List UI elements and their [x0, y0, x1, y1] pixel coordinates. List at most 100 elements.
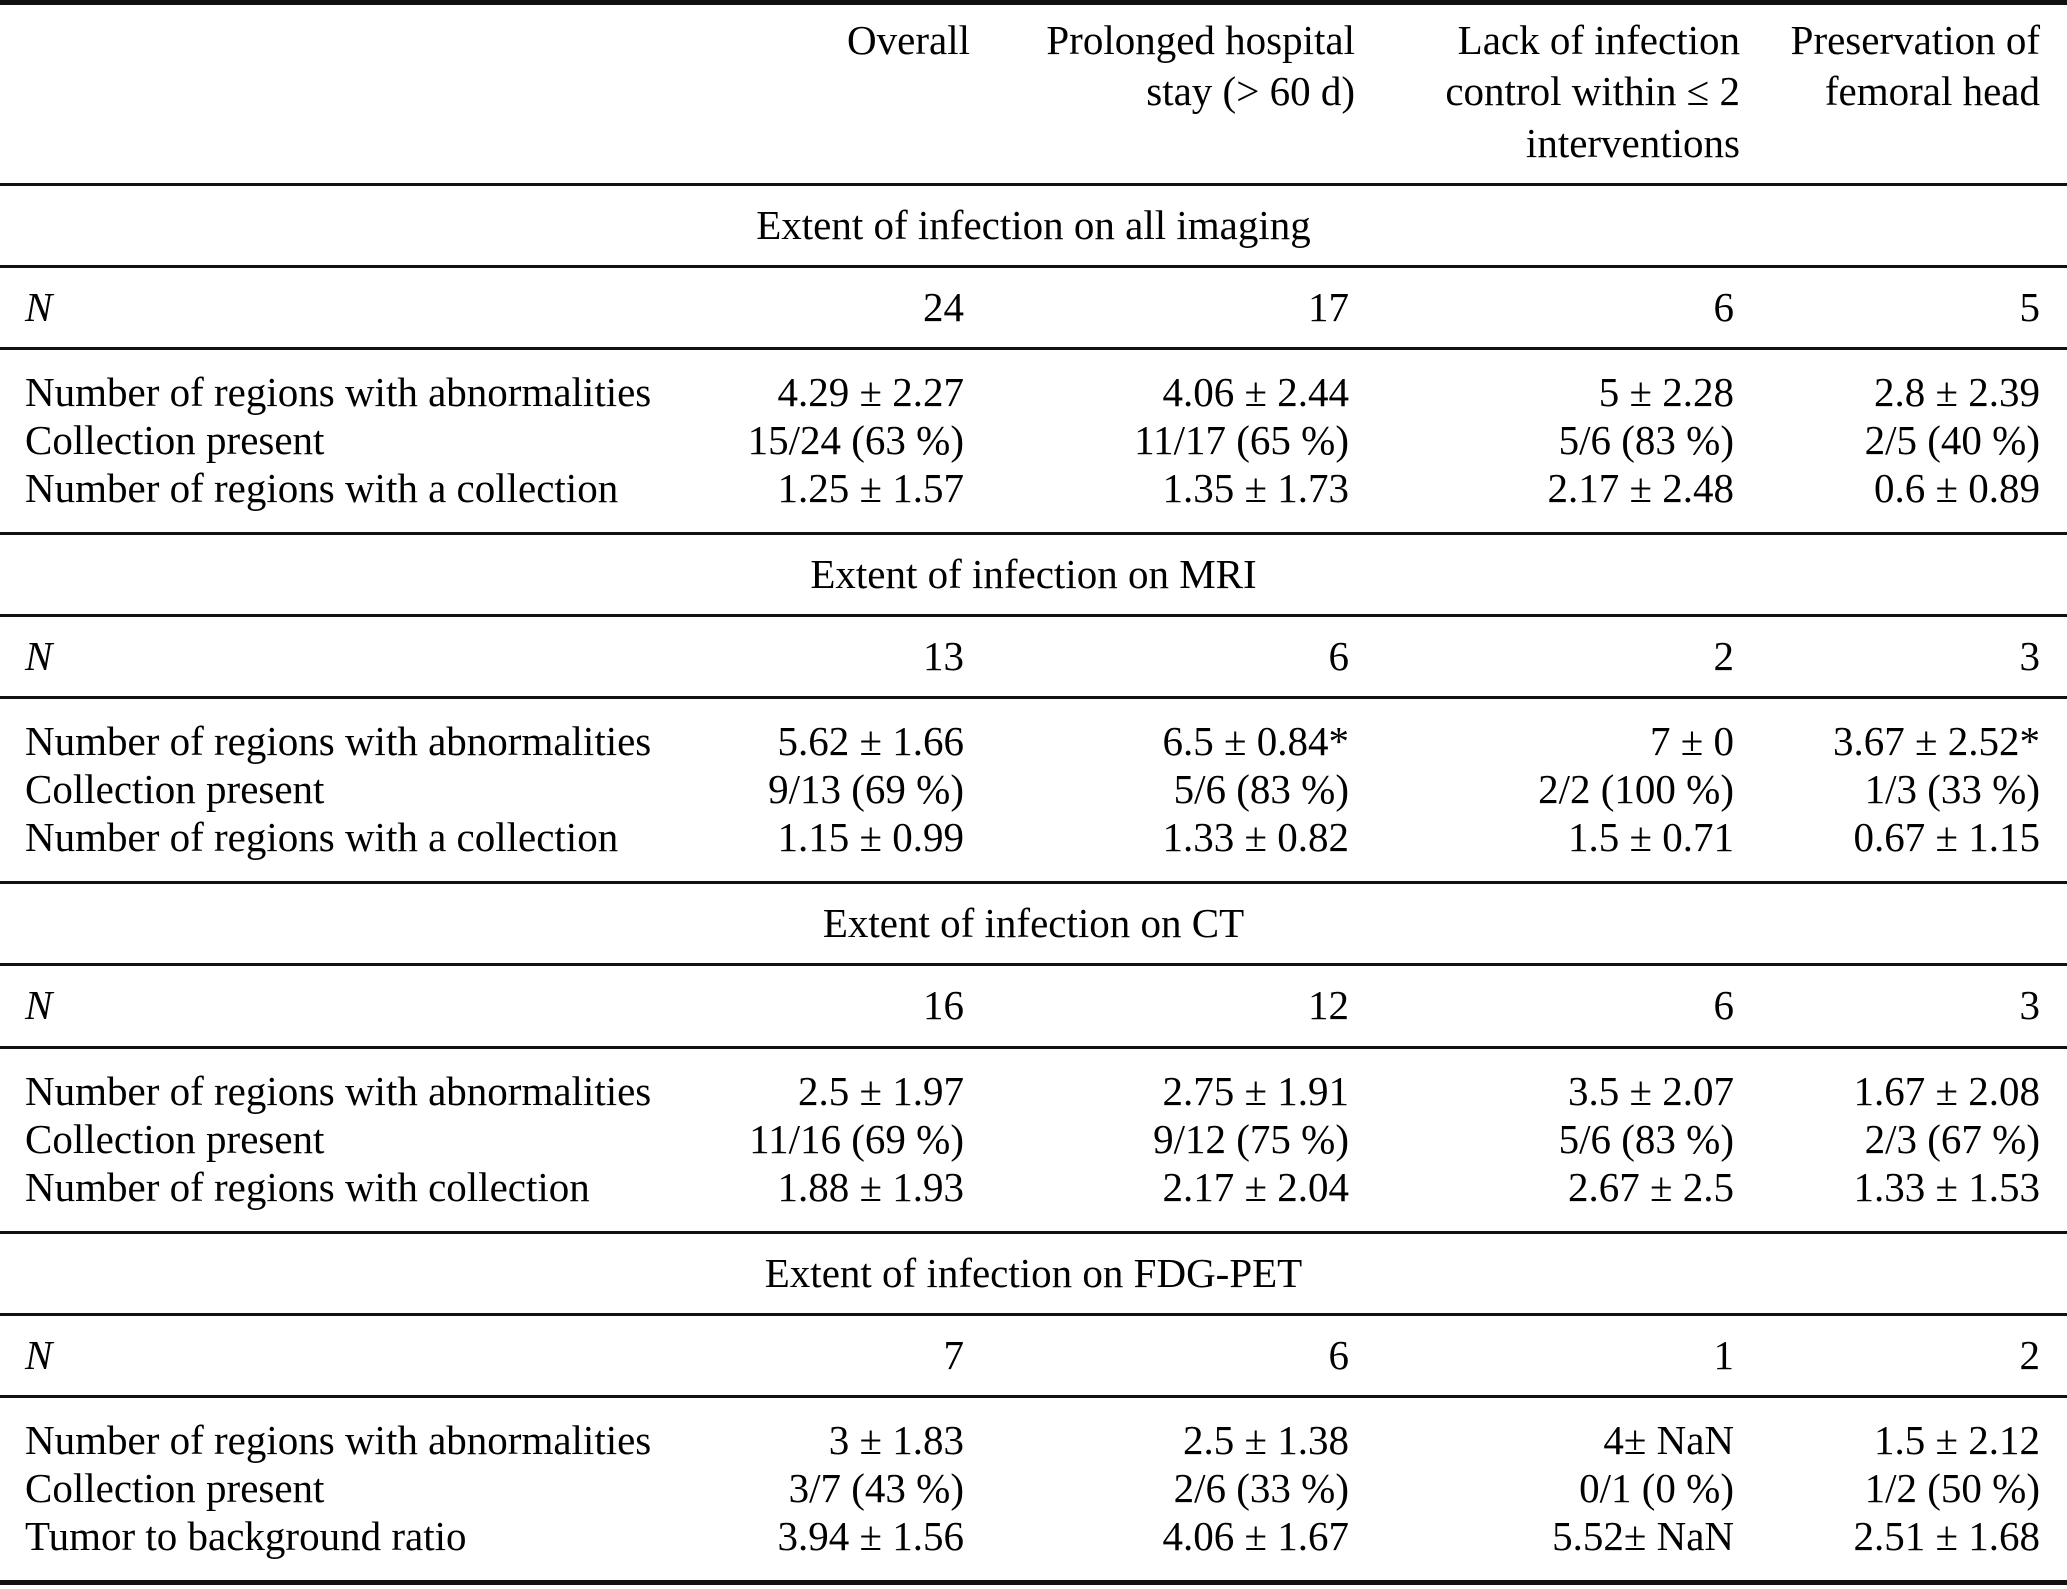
cell-value: 6	[1328, 633, 1350, 680]
cell-value: 5/6 (83 %)	[1558, 417, 1734, 464]
cell-value: 7	[943, 1331, 965, 1378]
cell-value: 16	[923, 982, 964, 1029]
table-header: Overall Prolonged hospital stay (> 60 d)…	[0, 3, 2067, 185]
cell-value: 1.5 ± 2.12	[1873, 1416, 2040, 1463]
cell-value: 4.06 ± 2.44	[1162, 369, 1349, 416]
column-header-prolonged-stay: Prolonged hospital stay (> 60 d)	[1046, 17, 1355, 115]
section-title: Extent of infection on CT	[822, 900, 1245, 947]
cell-value: 6	[1713, 982, 1735, 1029]
table-row: Number of regions with a collection 1.25…	[0, 464, 2067, 534]
cell-value: 3	[2019, 633, 2041, 680]
table-row: Number of regions with abnormalities 5.6…	[0, 698, 2067, 766]
cell-value: 9/12 (75 %)	[1153, 1115, 1349, 1162]
column-header-overall: Overall	[847, 17, 970, 63]
cell-value: 17	[1308, 283, 1349, 330]
cell-value: 0.67 ± 1.15	[1853, 814, 2040, 861]
row-label: Number of regions with collection	[25, 1163, 590, 1210]
cell-value: 2.5 ± 1.38	[1182, 1416, 1349, 1463]
table-row: Collection present 3/7 (43 %) 2/6 (33 %)…	[0, 1464, 2067, 1512]
row-label: Number of regions with abnormalities	[25, 718, 652, 765]
cell-value: 2.75 ± 1.91	[1162, 1067, 1349, 1114]
column-header-femoral-head: Preservation of femoral head	[1790, 17, 2040, 115]
row-label-n: N	[25, 633, 53, 680]
row-label: Collection present	[25, 417, 325, 464]
cell-value: 3	[2019, 982, 2041, 1029]
table-row: Tumor to background ratio 3.94 ± 1.56 4.…	[0, 1512, 2067, 1583]
cell-value: 24	[923, 283, 964, 330]
cell-value: 1.33 ± 1.53	[1853, 1163, 2040, 1210]
cell-value: 5 ± 2.28	[1598, 369, 1734, 416]
cell-value: 5/6 (83 %)	[1558, 1115, 1734, 1162]
section-title: Extent of infection on MRI	[810, 551, 1257, 598]
row-label: Collection present	[25, 1464, 325, 1511]
row-label: Number of regions with a collection	[25, 814, 619, 861]
section-mri: Extent of infection on MRI N 13 6 2 3 Nu…	[0, 533, 2067, 883]
table-row: Number of regions with abnormalities 4.2…	[0, 349, 2067, 417]
cell-value: 2	[1713, 633, 1735, 680]
cell-value: 13	[923, 633, 964, 680]
section-fdg-pet: Extent of infection on FDG-PET N 7 6 1 2…	[0, 1232, 2067, 1582]
cell-value: 3.94 ± 1.56	[777, 1512, 964, 1559]
row-label: Number of regions with a collection	[25, 465, 619, 512]
n-row: N 7 6 1 2	[0, 1314, 2067, 1397]
cell-value: 5/6 (83 %)	[1173, 766, 1349, 813]
cell-value: 11/17 (65 %)	[1134, 417, 1349, 464]
section-title: Extent of infection on all imaging	[756, 201, 1311, 248]
column-header-empty	[0, 3, 710, 185]
cell-value: 2	[2019, 1331, 2041, 1378]
cell-value: 0.6 ± 0.89	[1873, 465, 2040, 512]
cell-value: 2.17 ± 2.48	[1547, 465, 1734, 512]
cell-value: 2.5 ± 1.97	[797, 1067, 964, 1114]
section-title-ct: Extent of infection on CT	[0, 882, 2067, 965]
cell-value: 1.25 ± 1.57	[777, 465, 964, 512]
cell-value: 2/5 (40 %)	[1864, 417, 2040, 464]
cell-value: 6	[1713, 283, 1735, 330]
section-title: Extent of infection on FDG-PET	[764, 1249, 1303, 1296]
cell-value: 1.88 ± 1.93	[777, 1163, 964, 1210]
row-label: Collection present	[25, 1115, 325, 1162]
row-label: Number of regions with abnormalities	[25, 369, 652, 416]
cell-value: 12	[1308, 982, 1349, 1029]
cell-value: 1/3 (33 %)	[1864, 766, 2040, 813]
cell-value: 3.67 ± 2.52*	[1832, 718, 2040, 765]
cell-value: 1.35 ± 1.73	[1162, 465, 1349, 512]
cell-value: 2.67 ± 2.5	[1567, 1163, 1734, 1210]
cell-value: 1.67 ± 2.08	[1853, 1067, 2040, 1114]
cell-value: 5	[2019, 283, 2041, 330]
cell-value: 15/24 (63 %)	[747, 417, 964, 464]
header-row: Overall Prolonged hospital stay (> 60 d)…	[0, 3, 2067, 185]
cell-value: 1/2 (50 %)	[1864, 1464, 2040, 1511]
cell-value: 3 ± 1.83	[828, 1416, 964, 1463]
row-label-n: N	[25, 283, 53, 330]
cell-value: 4.29 ± 2.27	[777, 369, 964, 416]
cell-value: 4± NaN	[1603, 1416, 1734, 1463]
table-row: Collection present 15/24 (63 %) 11/17 (6…	[0, 416, 2067, 464]
section-title-fdg-pet: Extent of infection on FDG-PET	[0, 1232, 2067, 1315]
cell-value: 6.5 ± 0.84*	[1162, 718, 1349, 765]
table-row: Collection present 9/13 (69 %) 5/6 (83 %…	[0, 765, 2067, 813]
cell-value: 11/16 (69 %)	[749, 1115, 964, 1162]
table-row: Number of regions with a collection 1.15…	[0, 813, 2067, 883]
cell-value: 4.06 ± 1.67	[1162, 1512, 1349, 1559]
cell-value: 7 ± 0	[1649, 718, 1734, 765]
cell-value: 1.33 ± 0.82	[1162, 814, 1349, 861]
row-label-n: N	[25, 982, 53, 1029]
row-label-n: N	[25, 1331, 53, 1378]
row-label: Collection present	[25, 766, 325, 813]
cell-value: 3.5 ± 2.07	[1567, 1067, 1734, 1114]
column-header-infection-control: Lack of infection control within ≤ 2 int…	[1445, 17, 1740, 166]
cell-value: 3/7 (43 %)	[788, 1464, 964, 1511]
row-label: Tumor to background ratio	[25, 1512, 467, 1559]
cell-value: 1	[1713, 1331, 1735, 1378]
table-row: Number of regions with abnormalities 3 ±…	[0, 1396, 2067, 1464]
section-title-all-imaging: Extent of infection on all imaging	[0, 184, 2067, 267]
n-row: N 16 12 6 3	[0, 965, 2067, 1048]
section-ct: Extent of infection on CT N 16 12 6 3 Nu…	[0, 882, 2067, 1232]
cell-value: 2.8 ± 2.39	[1873, 369, 2040, 416]
cell-value: 1.15 ± 0.99	[777, 814, 964, 861]
table-row: Collection present 11/16 (69 %) 9/12 (75…	[0, 1115, 2067, 1163]
section-title-mri: Extent of infection on MRI	[0, 533, 2067, 616]
cell-value: 6	[1328, 1331, 1350, 1378]
row-label: Number of regions with abnormalities	[25, 1416, 652, 1463]
